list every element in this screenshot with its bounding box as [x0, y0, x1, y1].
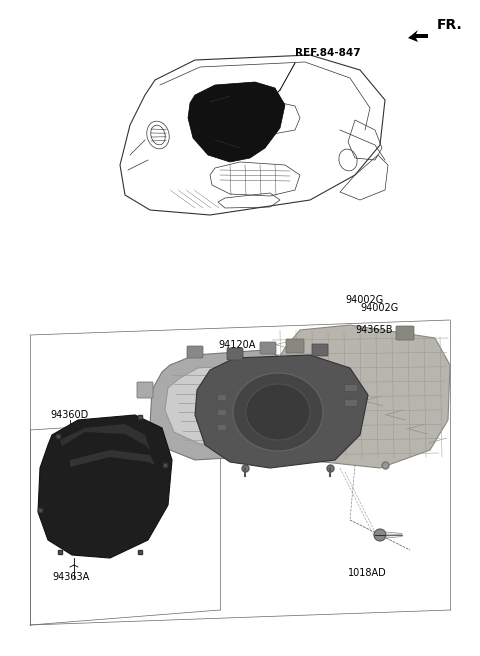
Text: 1018AD: 1018AD	[348, 568, 387, 578]
FancyBboxPatch shape	[396, 326, 414, 340]
FancyBboxPatch shape	[217, 424, 227, 430]
Text: 94363A: 94363A	[52, 572, 89, 582]
Text: 94002G: 94002G	[345, 295, 383, 305]
Text: 94120A: 94120A	[218, 340, 255, 350]
Polygon shape	[195, 355, 368, 468]
FancyBboxPatch shape	[345, 384, 358, 392]
FancyBboxPatch shape	[217, 394, 227, 401]
FancyBboxPatch shape	[227, 348, 243, 360]
Ellipse shape	[246, 384, 310, 440]
FancyBboxPatch shape	[286, 339, 304, 353]
FancyBboxPatch shape	[312, 344, 328, 356]
Text: 94360D: 94360D	[50, 410, 88, 420]
Circle shape	[374, 529, 386, 541]
Polygon shape	[408, 30, 428, 42]
FancyBboxPatch shape	[260, 342, 276, 354]
Text: 94365B: 94365B	[355, 325, 393, 335]
FancyBboxPatch shape	[345, 400, 358, 407]
Polygon shape	[262, 325, 450, 468]
Text: FR.: FR.	[436, 18, 462, 32]
FancyBboxPatch shape	[217, 409, 227, 415]
Polygon shape	[60, 424, 150, 450]
FancyBboxPatch shape	[187, 346, 203, 358]
Polygon shape	[70, 450, 155, 467]
Polygon shape	[188, 82, 285, 162]
Polygon shape	[38, 415, 172, 558]
FancyBboxPatch shape	[137, 382, 153, 398]
Polygon shape	[165, 365, 295, 444]
Text: REF.84-847: REF.84-847	[295, 48, 360, 58]
Text: 94002G: 94002G	[360, 303, 398, 313]
Polygon shape	[150, 350, 312, 460]
Ellipse shape	[233, 373, 323, 451]
